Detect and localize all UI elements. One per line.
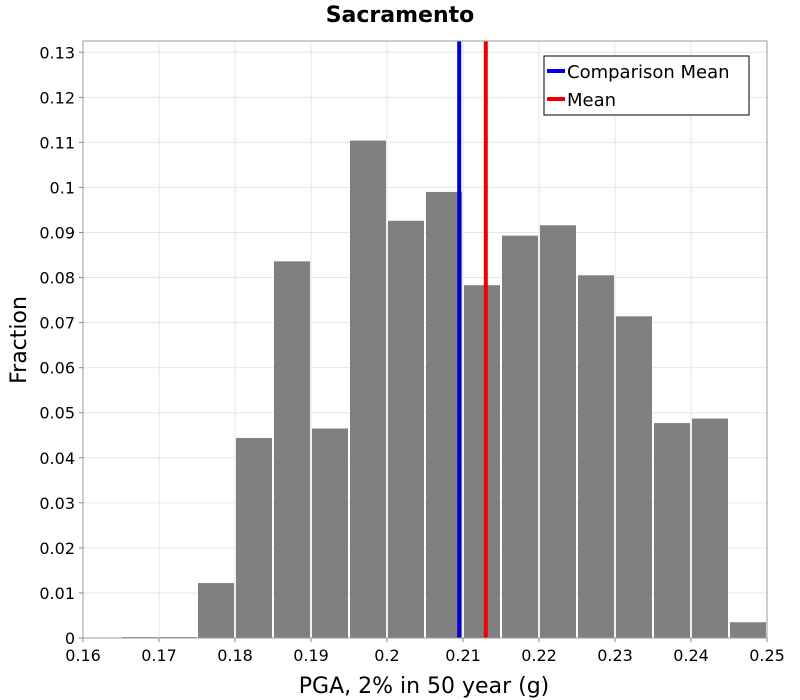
plot-frame: [82, 40, 768, 639]
histogram-bar: [730, 622, 766, 638]
legend: Comparison Mean Mean: [543, 55, 750, 116]
y-tick-label: 0.01: [39, 584, 75, 603]
histogram-bar: [578, 275, 614, 638]
chart-title: Sacramento: [326, 3, 475, 28]
y-tick-label: 0.02: [39, 539, 75, 558]
y-tick-label: 0.12: [39, 88, 75, 107]
x-tick-label: 0.2: [374, 646, 399, 665]
x-tick-label: 0.16: [65, 646, 101, 665]
x-tick-label: 0.23: [597, 646, 633, 665]
histogram-bar: [350, 140, 386, 639]
x-axis-label: PGA, 2% in 50 year (g): [299, 674, 550, 699]
x-tick-label: 0.22: [521, 646, 557, 665]
histogram-bar: [540, 225, 576, 639]
mean-lines: [457, 41, 488, 638]
y-tick-label: 0.09: [39, 223, 75, 242]
legend-entry: Mean: [567, 90, 616, 111]
histogram-bar: [426, 191, 462, 638]
bars: [84, 140, 766, 639]
histogram-bar: [388, 220, 424, 638]
y-tick-label: 0.05: [39, 404, 75, 423]
histogram-bar: [198, 583, 234, 638]
histogram-bar: [692, 418, 728, 638]
y-tick-label: 0.13: [39, 43, 75, 62]
histogram-bar: [464, 285, 500, 638]
y-tick-label: 0.03: [39, 494, 75, 513]
histogram-bar: [616, 316, 652, 638]
y-tick-label: 0: [65, 629, 75, 648]
histogram-bar: [654, 423, 690, 638]
y-axis-ticks: 0 0.01 0.02 0.03 0.04 0.05 0.06 0.07 0.08 0.09 0.1…: [39, 43, 83, 648]
x-tick-label: 0.19: [293, 646, 329, 665]
histogram-bar: [236, 437, 272, 638]
y-tick-label: 0.07: [39, 314, 75, 333]
x-tick-label: 0.21: [445, 646, 481, 665]
x-tick-label: 0.17: [141, 646, 177, 665]
x-tick-label: 0.18: [217, 646, 253, 665]
y-tick-label: 0.1: [50, 178, 75, 197]
y-tick-label: 0.08: [39, 269, 75, 288]
histogram-bar: [274, 261, 310, 638]
y-tick-label: 0.06: [39, 359, 75, 378]
histogram-bar: [312, 428, 348, 638]
histogram-bar: [502, 235, 538, 638]
y-tick-label: 0.04: [39, 449, 75, 468]
x-axis-ticks: 0.16 0.17 0.18 0.19 0.2 0.21 0.22 0.23 0.24 0.25: [65, 638, 785, 665]
y-axis-label: Fraction: [7, 296, 32, 384]
x-tick-label: 0.24: [673, 646, 709, 665]
legend-box: [543, 55, 750, 116]
x-tick-label: 0.25: [749, 646, 785, 665]
y-tick-label: 0.11: [39, 133, 75, 152]
legend-entry: Comparison Mean: [567, 62, 730, 83]
